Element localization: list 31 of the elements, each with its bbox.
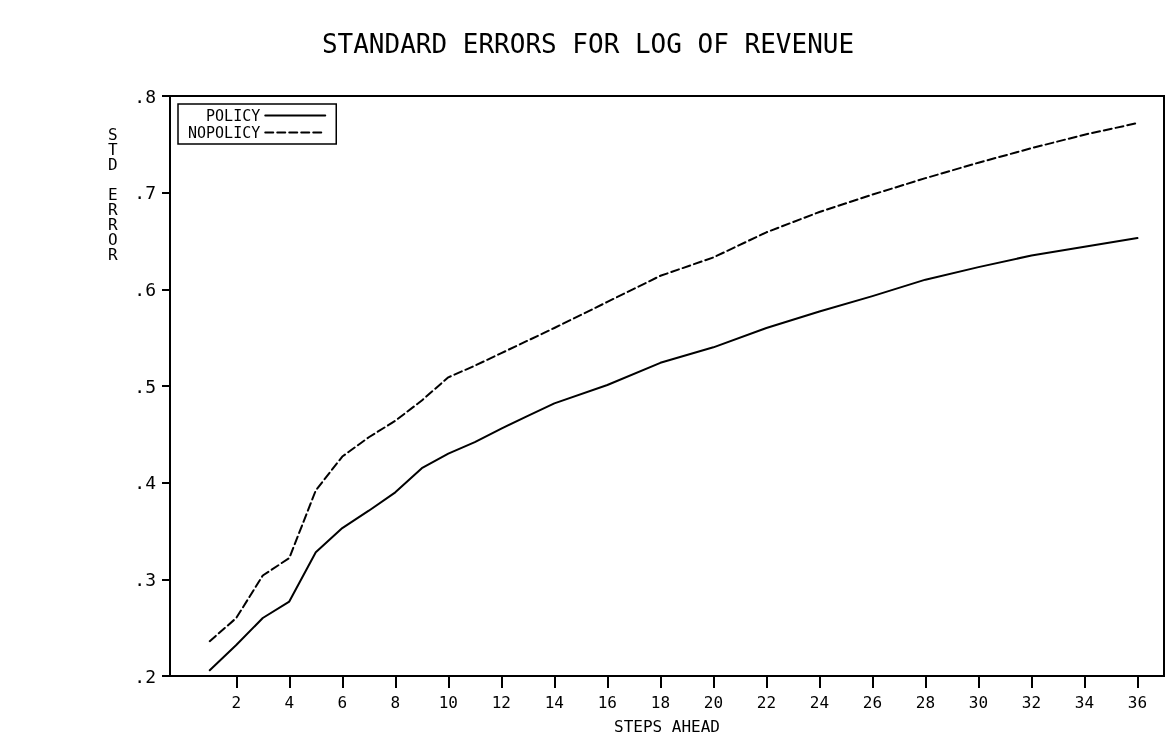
line-series bbox=[208, 237, 1139, 672]
x-tick-label: 30 bbox=[968, 692, 989, 712]
x-tick-label: 28 bbox=[915, 692, 936, 712]
y-tick-label: .4 bbox=[134, 472, 156, 494]
x-tick-label: 22 bbox=[756, 692, 777, 712]
x-axis-title: STEPS AHEAD bbox=[614, 716, 720, 736]
x-tick-label: 36 bbox=[1127, 692, 1148, 712]
x-tick-label: 10 bbox=[438, 692, 458, 712]
x-tick-label: 8 bbox=[390, 692, 401, 712]
x-tick-label: 32 bbox=[1021, 692, 1042, 712]
y-axis-title: STD ERROR bbox=[108, 124, 118, 264]
x-tick-label: 4 bbox=[284, 692, 295, 712]
x-tick-label: 16 bbox=[597, 692, 617, 712]
y-tick-label: .6 bbox=[134, 278, 156, 300]
x-tick-label: 6 bbox=[337, 692, 348, 712]
y-tick-label: .5 bbox=[134, 375, 156, 397]
y-tick-label: .3 bbox=[134, 568, 156, 590]
x-tick-label: 18 bbox=[650, 692, 671, 712]
x-tick-label: 34 bbox=[1074, 692, 1095, 712]
y-tick-label: .7 bbox=[134, 182, 156, 204]
legend-label: POLICY bbox=[206, 106, 261, 125]
x-tick-label: 26 bbox=[862, 692, 883, 712]
legend-label: NOPOLICY bbox=[188, 123, 261, 142]
y-tick-label: .8 bbox=[134, 85, 156, 107]
chart-title: STANDARD ERRORS FOR LOG OF REVENUE bbox=[321, 29, 855, 59]
x-tick-label: 24 bbox=[809, 692, 830, 712]
x-tick-label: 20 bbox=[703, 692, 724, 712]
x-tick-label: 12 bbox=[491, 692, 511, 712]
x-tick-label: 14 bbox=[544, 692, 564, 712]
y-tick-label: .2 bbox=[134, 665, 156, 687]
x-tick-label: 2 bbox=[231, 692, 242, 712]
